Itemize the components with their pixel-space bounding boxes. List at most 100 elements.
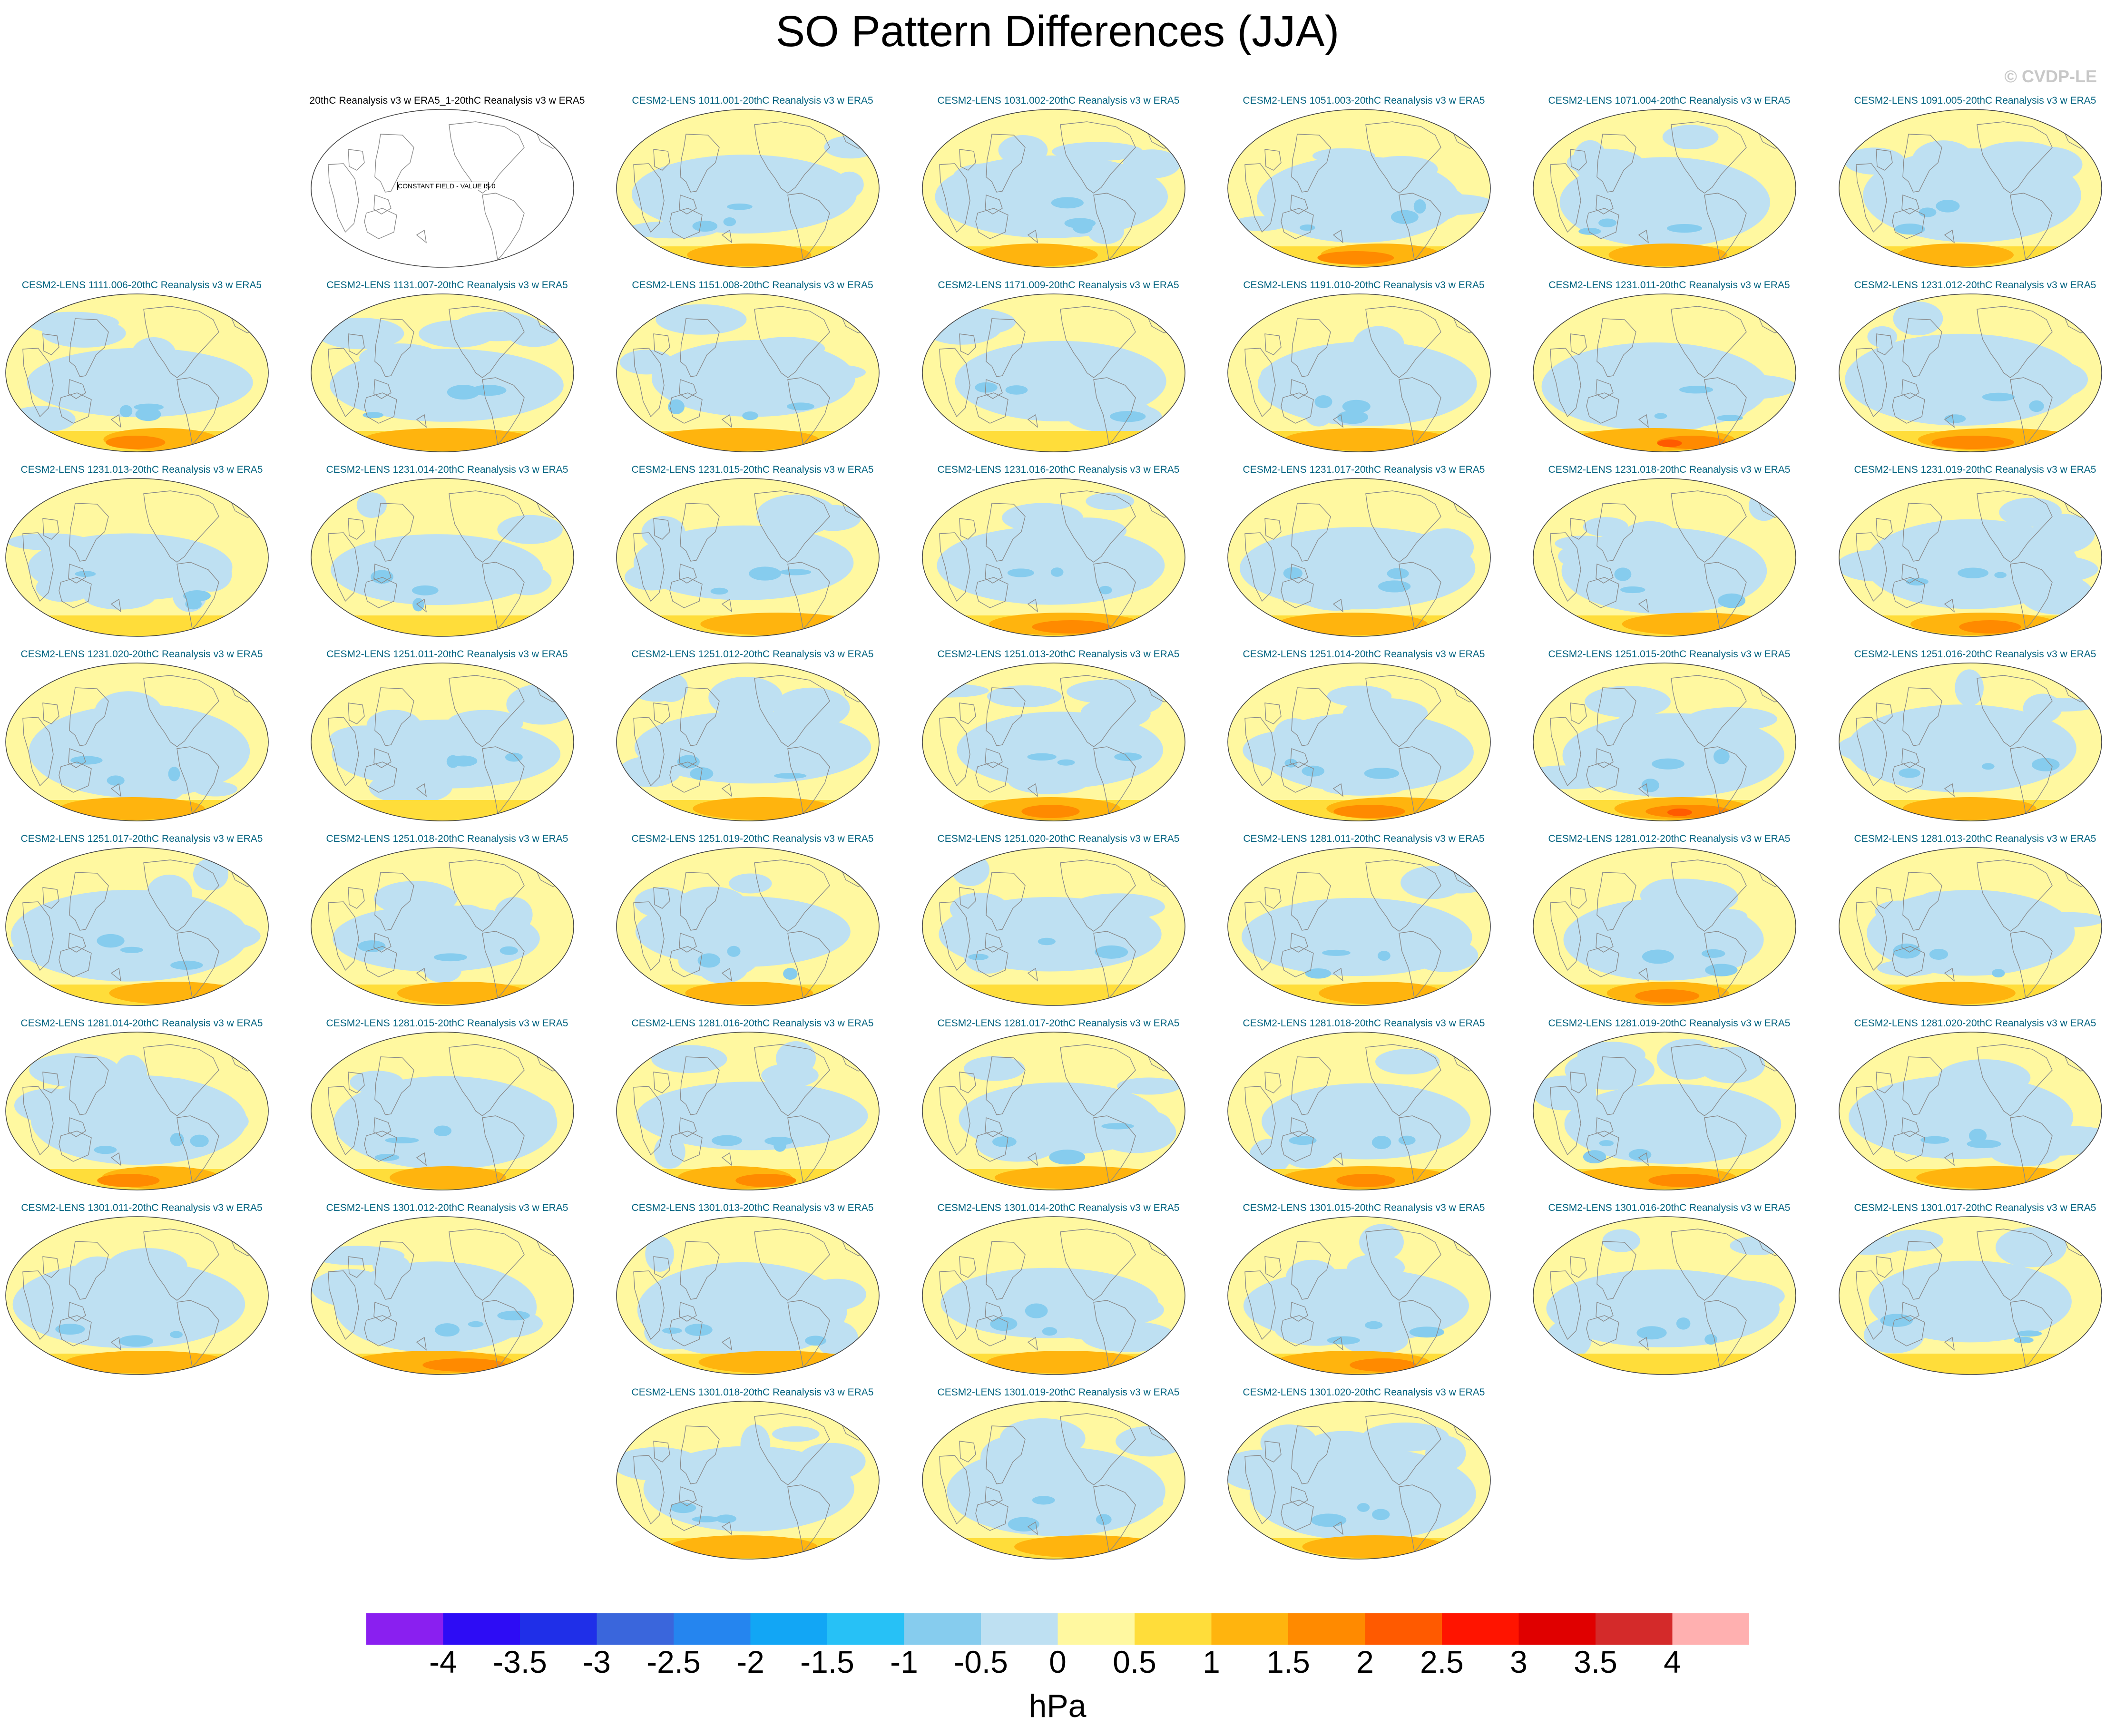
anomaly-contour-negative — [1418, 354, 1452, 383]
map-panel: CESM2-LENS 1281.019-20thC Reanalysis v3 … — [1531, 1018, 1807, 1194]
anomaly-contour-negative — [990, 1317, 1018, 1331]
coastline — [1060, 1413, 1136, 1485]
map-outline — [1533, 109, 1796, 268]
anomaly-contour-negative — [1598, 218, 1617, 227]
coastline — [653, 333, 670, 355]
coastline — [680, 687, 720, 746]
anomaly-contour-negative — [356, 492, 387, 518]
coastline — [373, 1302, 392, 1322]
coastline — [680, 318, 720, 377]
map-svg — [616, 663, 880, 821]
coastline — [1638, 1336, 1649, 1351]
anomaly-contour-negative — [372, 1254, 410, 1277]
anomaly-contour-negative — [1616, 711, 1660, 741]
coastline — [42, 1256, 59, 1278]
coastline — [364, 392, 397, 424]
coastline — [449, 306, 525, 378]
anomaly-contour-negative — [999, 1418, 1086, 1459]
coastline — [633, 532, 665, 602]
map-outline — [311, 663, 574, 821]
anomaly-contour-negative — [385, 1137, 419, 1143]
coastline — [110, 967, 121, 982]
coastline — [68, 748, 86, 768]
coastline — [680, 134, 720, 193]
map-outline — [311, 478, 574, 637]
map-svg — [1533, 109, 1796, 268]
anomaly-contour-negative — [1327, 1336, 1360, 1345]
map-outline — [1533, 1216, 1796, 1375]
map-outline — [311, 1216, 574, 1375]
panel-title: CESM2-LENS 1251.019-20thC Reanalysis v3 … — [631, 833, 874, 844]
panel-title: CESM2-LENS 1111.006-20thC Reanalysis v3 … — [21, 280, 262, 291]
anomaly-contour-negative — [772, 1426, 820, 1442]
colorbar-tick-label: -3.5 — [493, 1644, 547, 1679]
coastline — [1093, 193, 1136, 261]
coastline — [1596, 872, 1636, 931]
anomaly-contour-negative — [1095, 945, 1128, 959]
anomaly-contour-negative — [2009, 1131, 2102, 1156]
map-panel: CESM2-LENS 1231.020-20thC Reanalysis v3 … — [4, 649, 280, 825]
anomaly-contour-negative — [497, 515, 563, 544]
anomaly-contour-negative — [1839, 550, 1915, 582]
panel-title: CESM2-LENS 1251.012-20thC Reanalysis v3 … — [631, 649, 874, 660]
anomaly-contour-negative — [1642, 949, 1674, 964]
map-outline — [616, 663, 880, 821]
coastline — [373, 933, 392, 953]
anomaly-contour-negative — [1353, 326, 1405, 365]
anomaly-contour-negative — [1005, 385, 1028, 395]
coastline — [754, 859, 830, 932]
coastline — [1550, 717, 1581, 787]
coastline — [680, 503, 720, 562]
map-panel: CESM2-LENS 1231.013-20thC Reanalysis v3 … — [4, 464, 280, 640]
coastline — [787, 562, 830, 630]
map-svg — [1839, 1032, 2102, 1190]
coastline — [364, 1315, 397, 1346]
map-svg — [616, 109, 880, 268]
anomaly-contour-negative — [1072, 220, 1093, 234]
coastline — [1977, 675, 2053, 747]
colorbar-swatch — [366, 1613, 443, 1645]
map-panel: CESM2-LENS 1251.011-20thC Reanalysis v3 … — [309, 649, 585, 825]
coastline — [1264, 887, 1282, 909]
anomaly-contour-negative — [1906, 578, 1929, 586]
coastline — [959, 1256, 976, 1278]
anomaly-contour-negative — [947, 1447, 1165, 1536]
coastline — [1281, 1131, 1314, 1162]
coastline — [68, 564, 86, 584]
anomaly-contour-negative — [1312, 148, 1375, 164]
coastlines — [328, 490, 569, 630]
anomaly-contour-negative — [1619, 521, 1680, 560]
map-panel: CESM2-LENS 1301.014-20thC Reanalysis v3 … — [920, 1202, 1196, 1378]
coastline — [939, 1455, 970, 1525]
coastline — [985, 564, 1003, 584]
anomaly-contour-positive — [1014, 1535, 1161, 1558]
coastline — [1638, 967, 1649, 982]
map-panel: CESM2-LENS 1231.011-20thC Reanalysis v3 … — [1531, 280, 1807, 456]
anomaly-contour-negative — [1028, 1087, 1077, 1122]
colorbar-swatch — [443, 1613, 520, 1645]
map-outline — [1227, 847, 1491, 1006]
coastline — [721, 1521, 732, 1535]
coastline — [1244, 901, 1276, 971]
colorbar-tick-label: 2 — [1356, 1644, 1374, 1679]
colorbar-swatch — [1596, 1613, 1673, 1645]
coastline — [176, 562, 219, 630]
anomaly-contour-negative — [716, 1514, 736, 1523]
anomaly-contour-negative — [1955, 669, 1984, 707]
anomaly-contour-negative — [1050, 567, 1064, 577]
coastline — [1027, 1152, 1038, 1166]
colorbar-swatch — [1288, 1613, 1365, 1645]
panel-title: CESM2-LENS 1131.007-20thC Reanalysis v3 … — [326, 280, 568, 291]
map-svg — [922, 109, 1185, 268]
coastline — [1977, 1229, 2053, 1301]
map-outline — [616, 109, 880, 268]
map-panel: 20thC Reanalysis v3 w ERA5_1-20thC Reana… — [309, 95, 585, 271]
panel-title: CESM2-LENS 1091.005-20thC Reanalysis v3 … — [1854, 95, 2096, 106]
coastline — [1944, 414, 1955, 428]
map-panel: CESM2-LENS 1281.016-20thC Reanalysis v3 … — [615, 1018, 891, 1194]
anomaly-contour-negative — [1670, 400, 1712, 429]
coastline — [939, 1086, 970, 1156]
anomaly-contour-negative — [1666, 224, 1703, 233]
anomaly-contour-negative — [1096, 1514, 1112, 1525]
anomaly-contour-positive — [1032, 620, 1111, 634]
